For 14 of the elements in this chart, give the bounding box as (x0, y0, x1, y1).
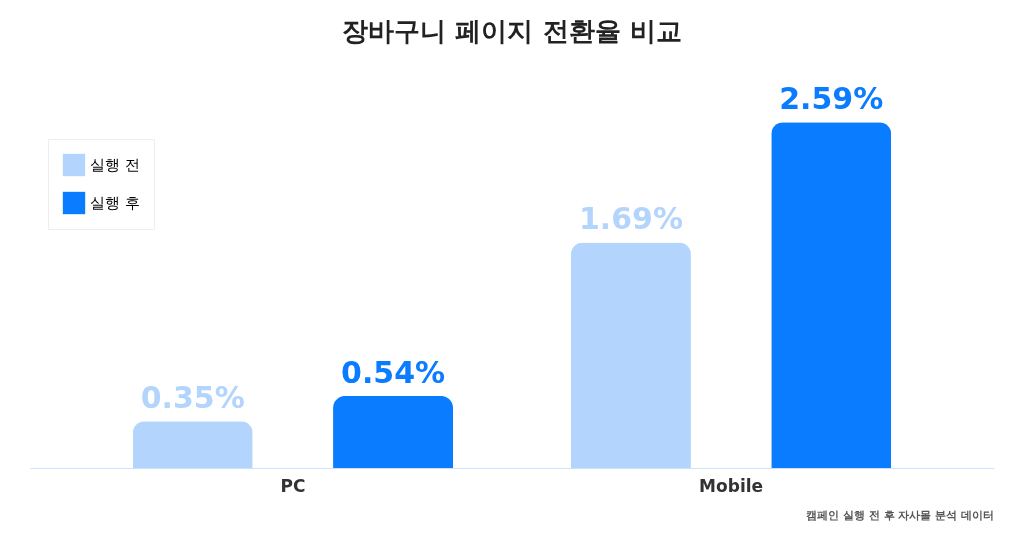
x-tick-label: Mobile (699, 475, 764, 496)
bar (570, 242, 691, 468)
data-label: 1.69% (578, 201, 683, 237)
data-label: 0.35% (140, 380, 245, 416)
legend-label: 실행 전 (90, 156, 140, 174)
bar (132, 421, 253, 468)
x-tick-label: PC (280, 475, 306, 496)
data-label: 2.59% (779, 81, 884, 117)
legend-label: 실행 후 (90, 194, 140, 212)
text: 캠페인 실행 전 후 자사몰 분석 데이터 (806, 509, 994, 522)
chart-title: 장바구니 페이지 전환율 비교 (342, 16, 682, 47)
bar (771, 122, 892, 468)
data-label: 0.54% (341, 354, 446, 390)
bar (333, 395, 454, 468)
